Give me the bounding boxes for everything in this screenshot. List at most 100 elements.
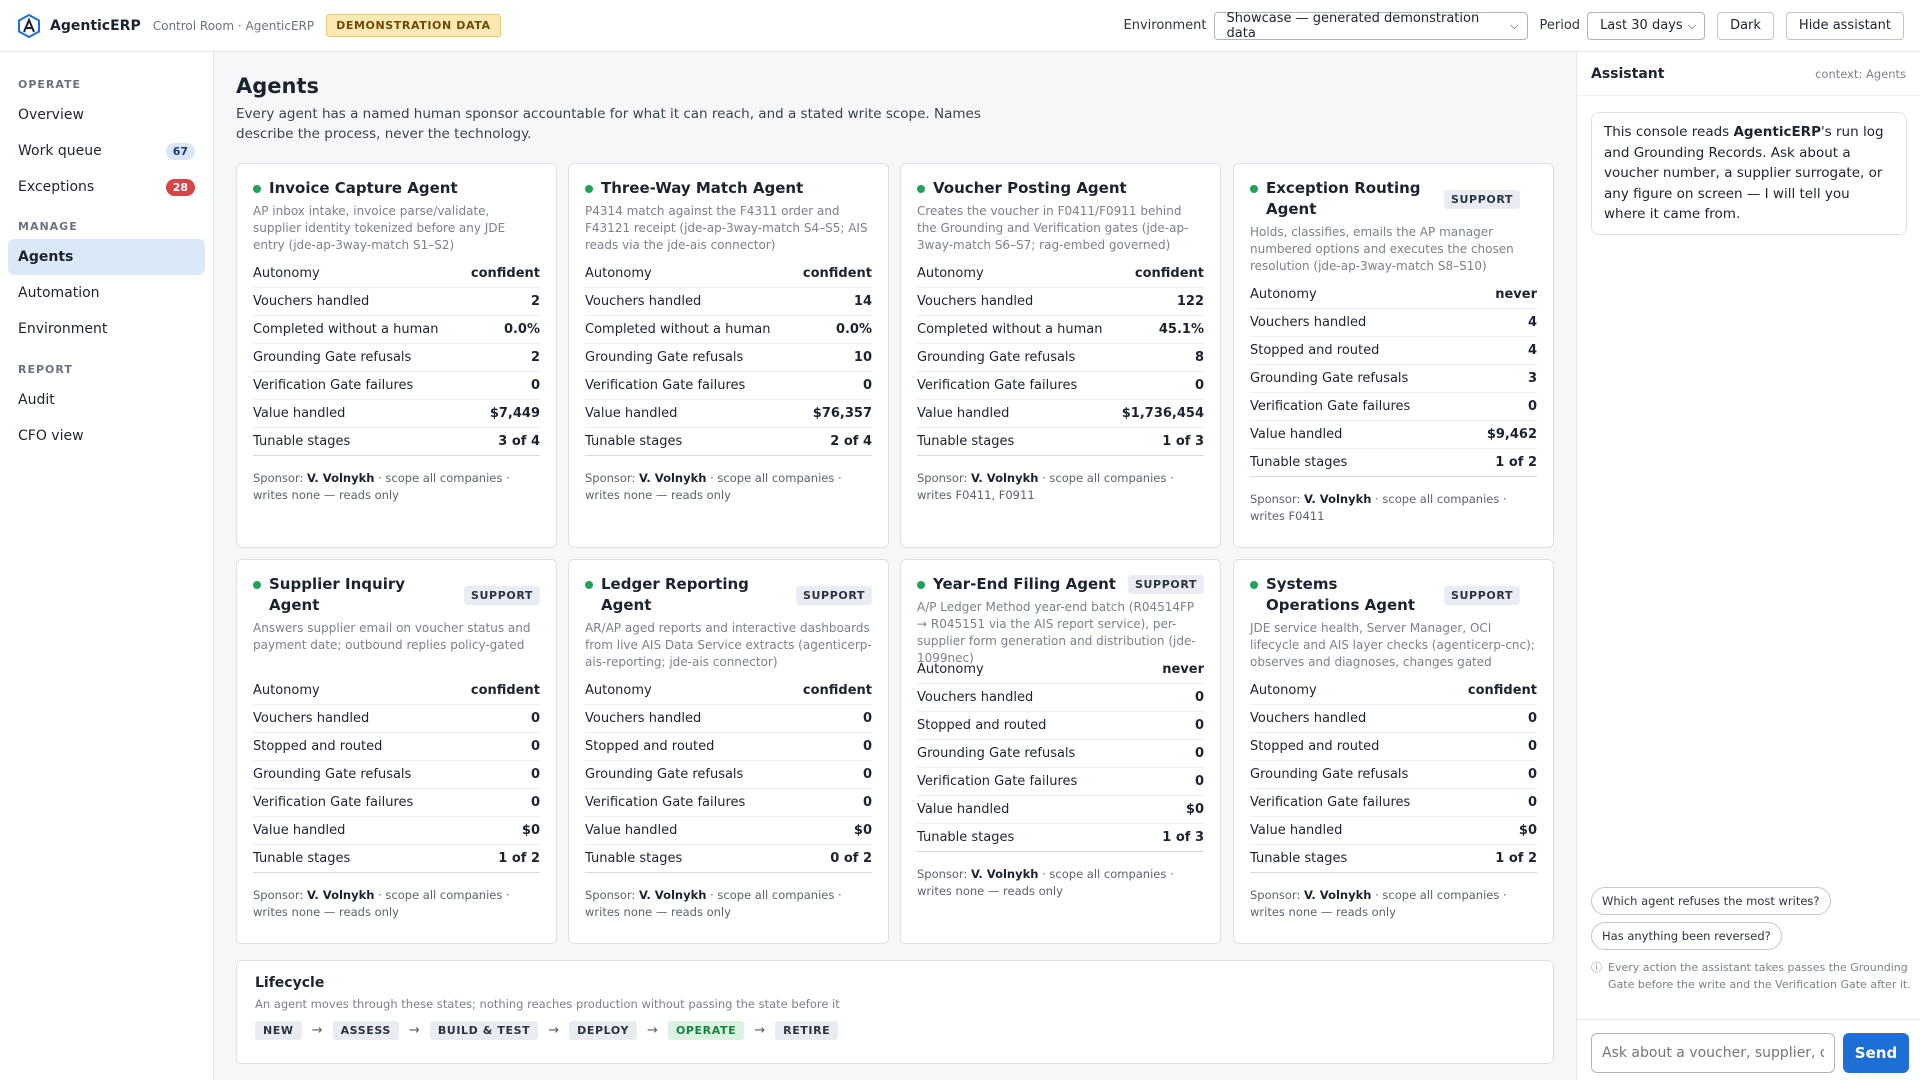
- metric-label: Vouchers handled: [585, 294, 702, 309]
- metric-value: 0: [1194, 718, 1204, 733]
- assistant-title: Assistant: [1591, 65, 1665, 82]
- write-scope: writes none — reads only: [917, 884, 1063, 898]
- support-badge: SUPPORT: [1127, 575, 1204, 594]
- lifecycle-stage: OPERATE: [667, 1021, 745, 1040]
- send-button[interactable]: Send: [1843, 1033, 1909, 1073]
- agent-card: Supplier Inquiry Agent SUPPORT Answers sup…: [236, 559, 557, 944]
- sidebar-item-cfo-view[interactable]: CFO view: [8, 418, 205, 454]
- metric-row: Tunable stages 1 of 3: [917, 428, 1204, 456]
- page-title: Agents: [236, 74, 320, 98]
- metric-label: Value handled: [253, 406, 346, 421]
- metric-label: Stopped and routed: [917, 718, 1047, 733]
- sidebar-item-automation[interactable]: Automation: [8, 275, 205, 311]
- chevron-down-icon: ⌵: [1687, 18, 1697, 32]
- metric-label: Tunable stages: [1250, 455, 1348, 470]
- metric-value: 45.1%: [1158, 322, 1204, 337]
- metric-row: Verification Gate failures 0: [1250, 393, 1537, 421]
- agent-description: Creates the voucher in F0411/F0911 behin…: [917, 204, 1189, 252]
- sponsor-name: V. Volnykh: [639, 888, 707, 902]
- metric-value: $1,736,454: [1121, 406, 1204, 421]
- metric-label: Tunable stages: [917, 830, 1015, 845]
- metric-value: 8: [1194, 350, 1204, 365]
- metric-row: Value handled $0: [1250, 817, 1537, 845]
- assistant-message-app: AgenticERP: [1733, 124, 1821, 140]
- metric-row: Value handled $1,736,454: [917, 400, 1204, 428]
- metric-row: Grounding Gate refusals 0: [917, 740, 1204, 768]
- metric-row: Tunable stages 1 of 3: [917, 824, 1204, 852]
- sponsor-scope: · scope all companies ·: [710, 471, 842, 485]
- metric-value: 1 of 2: [1495, 851, 1537, 866]
- sidebar-item-work-queue[interactable]: Work queue 67: [8, 133, 205, 169]
- assistant-input[interactable]: [1591, 1033, 1835, 1073]
- metric-row: Verification Gate failures 0: [1250, 789, 1537, 817]
- environment-select[interactable]: Showcase — generated demonstration data …: [1213, 11, 1528, 41]
- metric-value: 0: [1194, 378, 1204, 393]
- metric-value: confident: [1134, 266, 1204, 281]
- metric-label: Stopped and routed: [1250, 343, 1380, 358]
- hide-assistant-button[interactable]: Hide assistant: [1785, 11, 1904, 40]
- agent-card: Voucher Posting Agent Creates the voucher…: [900, 163, 1221, 548]
- sponsor-line: Sponsor: V. Volnykh · scope all companie…: [585, 470, 872, 504]
- metric-row: Value handled $76,357: [585, 400, 872, 428]
- period-label: Period: [1539, 18, 1581, 33]
- metric-row: Autonomy confident: [253, 260, 540, 288]
- assistant-header: Assistant context: Agents: [1577, 52, 1920, 96]
- sponsor-label: Sponsor:: [917, 471, 968, 485]
- lifecycle-title: Lifecycle: [255, 975, 325, 991]
- agent-name: Voucher Posting Agent: [933, 179, 1127, 197]
- metric-label: Verification Gate failures: [1250, 795, 1411, 810]
- metric-label: Tunable stages: [585, 434, 683, 449]
- agenticerp-logo-icon: [16, 13, 42, 39]
- agent-card-header: Exception Routing Agent SUPPORT: [1250, 178, 1537, 220]
- write-scope: writes none — reads only: [585, 488, 731, 502]
- sponsor-label: Sponsor:: [585, 888, 636, 902]
- agent-card-header: Voucher Posting Agent: [917, 178, 1204, 199]
- metric-value: 0: [530, 795, 540, 810]
- sidebar-item-agents[interactable]: Agents: [8, 239, 205, 275]
- write-scope: writes none — reads only: [253, 905, 399, 919]
- metric-value: 0: [862, 711, 872, 726]
- agent-description: AR/AP aged reports and interactive dashb…: [585, 621, 872, 669]
- sponsor-label: Sponsor:: [253, 888, 304, 902]
- metric-label: Value handled: [1250, 823, 1343, 838]
- metric-row: Grounding Gate refusals 2: [253, 344, 540, 372]
- metric-label: Tunable stages: [253, 851, 351, 866]
- metric-label: Verification Gate failures: [253, 795, 414, 810]
- metric-row: Autonomy confident: [253, 677, 540, 705]
- metric-value: confident: [470, 266, 540, 281]
- metric-value: 4: [1527, 315, 1537, 330]
- suggestion-chip[interactable]: Which agent refuses the most writes?: [1591, 887, 1831, 915]
- dark-mode-button[interactable]: Dark: [1717, 11, 1774, 40]
- sidebar-item-audit[interactable]: Audit: [8, 382, 205, 418]
- metric-value: 3 of 4: [498, 434, 540, 449]
- metric-label: Value handled: [917, 406, 1010, 421]
- sidebar-item-overview[interactable]: Overview: [8, 97, 205, 133]
- metric-value: $0: [853, 823, 872, 838]
- period-select[interactable]: Last 30 days ⌵: [1587, 11, 1706, 40]
- sidebar-item-exceptions[interactable]: Exceptions 28: [8, 169, 205, 205]
- status-dot-icon: [253, 185, 261, 193]
- metric-value: $9,462: [1486, 427, 1537, 442]
- metric-row: Verification Gate failures 0: [253, 372, 540, 400]
- agent-description: AP inbox intake, invoice parse/validate,…: [253, 204, 506, 252]
- info-icon: ⓘ: [1591, 961, 1602, 974]
- sponsor-label: Sponsor:: [585, 471, 636, 485]
- agent-metrics: Autonomy confident Vouchers handled 0 Stoppe…: [253, 677, 540, 873]
- metric-label: Autonomy: [917, 266, 984, 281]
- assistant-context: context: Agents: [1815, 66, 1906, 81]
- metric-value: 0: [1194, 690, 1204, 705]
- metric-value: $0: [1518, 823, 1537, 838]
- metric-label: Vouchers handled: [1250, 711, 1367, 726]
- metric-value: 0: [530, 767, 540, 782]
- sponsor-scope: · scope all companies ·: [1042, 867, 1174, 881]
- sidebar-item-environment[interactable]: Environment: [8, 311, 205, 347]
- metric-label: Completed without a human: [917, 322, 1103, 337]
- suggestion-chip[interactable]: Has anything been reversed?: [1591, 922, 1782, 950]
- metric-label: Verification Gate failures: [253, 378, 414, 393]
- metric-row: Value handled $0: [917, 796, 1204, 824]
- arrow-right-icon: →: [754, 1023, 766, 1038]
- agent-metrics: Autonomy confident Vouchers handled 2 Comple…: [253, 260, 540, 456]
- metric-value: 0: [530, 378, 540, 393]
- lifecycle-subtitle: An agent moves through these states; not…: [255, 997, 840, 1011]
- metric-row: Tunable stages 0 of 2: [585, 845, 872, 873]
